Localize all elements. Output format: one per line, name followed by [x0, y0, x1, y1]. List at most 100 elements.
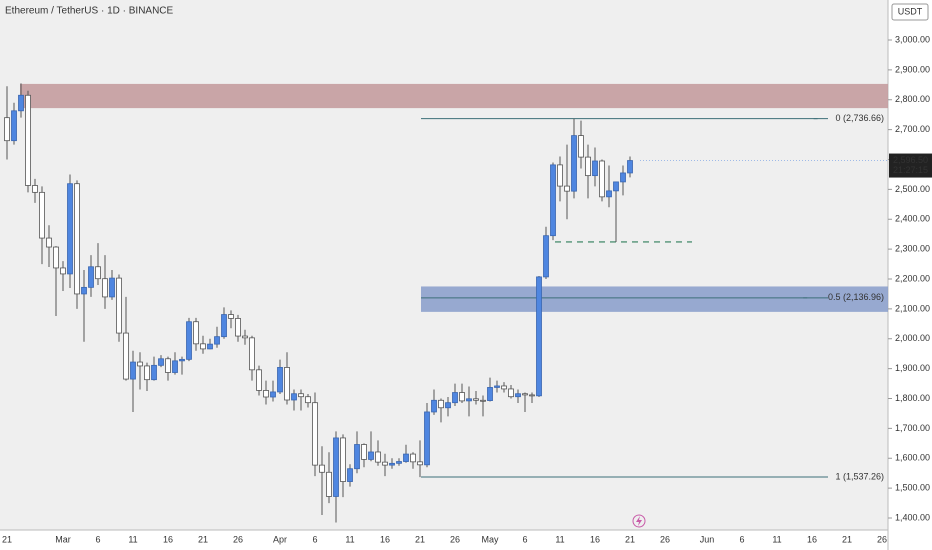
- zone: [20, 83, 888, 109]
- candle-body: [284, 367, 290, 401]
- candle-body: [585, 156, 591, 177]
- fib-label: 0.5 (2,136.96): [828, 292, 884, 302]
- y-tick-label: 2,500.00: [895, 184, 930, 194]
- x-tick-label: 26: [233, 534, 243, 544]
- candle-body: [424, 411, 430, 466]
- candle-body: [578, 135, 584, 158]
- price-axis: [888, 0, 932, 550]
- x-tick-label: Apr: [273, 534, 287, 544]
- candle-body: [382, 461, 388, 466]
- candle-body: [452, 392, 458, 404]
- candle-body: [88, 266, 94, 288]
- candle-body: [39, 191, 45, 239]
- x-tick-label: 6: [522, 534, 527, 544]
- candle-body: [228, 314, 234, 319]
- y-tick-label: 2,300.00: [895, 244, 930, 254]
- x-tick-label: 26: [450, 534, 460, 544]
- candle-body: [74, 183, 80, 295]
- candle-body: [165, 358, 171, 373]
- y-tick-label: 2,800.00: [895, 94, 930, 104]
- currency-box[interactable]: [891, 3, 929, 21]
- x-tick-label: 21: [198, 534, 208, 544]
- candle-body: [270, 391, 276, 398]
- candle-body: [319, 464, 325, 473]
- candle-body: [403, 453, 409, 462]
- candle-body: [438, 399, 444, 409]
- x-tick-label: 11: [772, 534, 781, 544]
- x-tick-label: 26: [877, 534, 887, 544]
- candle-body: [312, 402, 318, 466]
- fib-label: 0 (2,736.66): [835, 113, 884, 123]
- candle-body: [620, 172, 626, 183]
- candle-body: [410, 453, 416, 463]
- plot-background: [0, 0, 888, 530]
- candle-body: [179, 358, 185, 362]
- event-icon[interactable]: [632, 514, 646, 528]
- candle-body: [4, 117, 10, 142]
- zone: [421, 286, 888, 312]
- x-tick-label: 6: [739, 534, 744, 544]
- x-tick-label: 6: [95, 534, 100, 544]
- event-icon[interactable]: [636, 516, 642, 526]
- x-tick-label: May: [481, 534, 499, 544]
- candle-body: [536, 276, 542, 397]
- y-tick-label: 1,800.00: [895, 393, 930, 403]
- x-tick-label: 6: [312, 534, 317, 544]
- y-tick-label: 1,900.00: [895, 363, 930, 373]
- candle-body: [480, 399, 486, 402]
- candle-body: [18, 94, 24, 112]
- x-tick-label: 26: [660, 534, 670, 544]
- candle-body: [375, 451, 381, 463]
- candle-body: [109, 277, 115, 298]
- y-tick-label: 1,500.00: [895, 483, 930, 493]
- candle-body: [354, 444, 360, 470]
- x-tick-label: 21: [625, 534, 635, 544]
- candle-body: [32, 185, 38, 193]
- candle-body: [116, 277, 122, 334]
- y-tick-label: 2,900.00: [895, 64, 930, 74]
- x-tick-label: 16: [590, 534, 600, 544]
- candle-body: [102, 278, 108, 298]
- candle-body: [361, 444, 367, 460]
- candle-body: [144, 365, 150, 381]
- candle-body: [130, 361, 136, 380]
- candle-body: [249, 337, 255, 371]
- y-tick-label: 2,100.00: [895, 303, 930, 313]
- candle-body: [186, 321, 192, 360]
- y-tick-label: 2,400.00: [895, 214, 930, 224]
- candle-body: [459, 392, 465, 402]
- candle-body: [277, 367, 283, 393]
- candle-body: [606, 190, 612, 198]
- candle-body: [627, 160, 633, 174]
- currency[interactable]: USDT: [898, 6, 923, 16]
- candle-body: [466, 398, 472, 402]
- candle-body: [508, 388, 514, 398]
- candle-body: [529, 394, 535, 397]
- candle-body: [11, 110, 17, 142]
- x-tick-label: 11: [128, 534, 137, 544]
- y-tick-label: 3,000.00: [895, 34, 930, 44]
- chart-title: Ethereum / TetherUS · 1D · BINANCE: [5, 6, 174, 17]
- candle-body: [333, 437, 339, 497]
- fib-label: 1 (1,537.26): [835, 471, 884, 481]
- candle-body: [123, 332, 129, 380]
- y-tick-label: 1,400.00: [895, 512, 930, 522]
- y-tick-label: 1,700.00: [895, 423, 930, 433]
- candle-body: [200, 343, 206, 350]
- candle-body: [263, 390, 269, 398]
- x-tick-label: 21: [842, 534, 852, 544]
- last-price-box: [889, 153, 932, 178]
- candle-body: [67, 183, 73, 275]
- candle-body: [396, 461, 402, 464]
- candle-body: [445, 402, 451, 409]
- x-tick-label: 21: [415, 534, 425, 544]
- candle-body: [557, 164, 563, 187]
- countdown: 21:27:15: [893, 165, 928, 175]
- candle-body: [347, 468, 353, 482]
- candle-body: [221, 314, 227, 338]
- x-tick-label: 16: [163, 534, 173, 544]
- x-tick-label: Jun: [700, 534, 715, 544]
- last-price-label: 2,596.50: [893, 155, 928, 165]
- candle-body: [151, 364, 157, 381]
- candle-body: [172, 360, 178, 373]
